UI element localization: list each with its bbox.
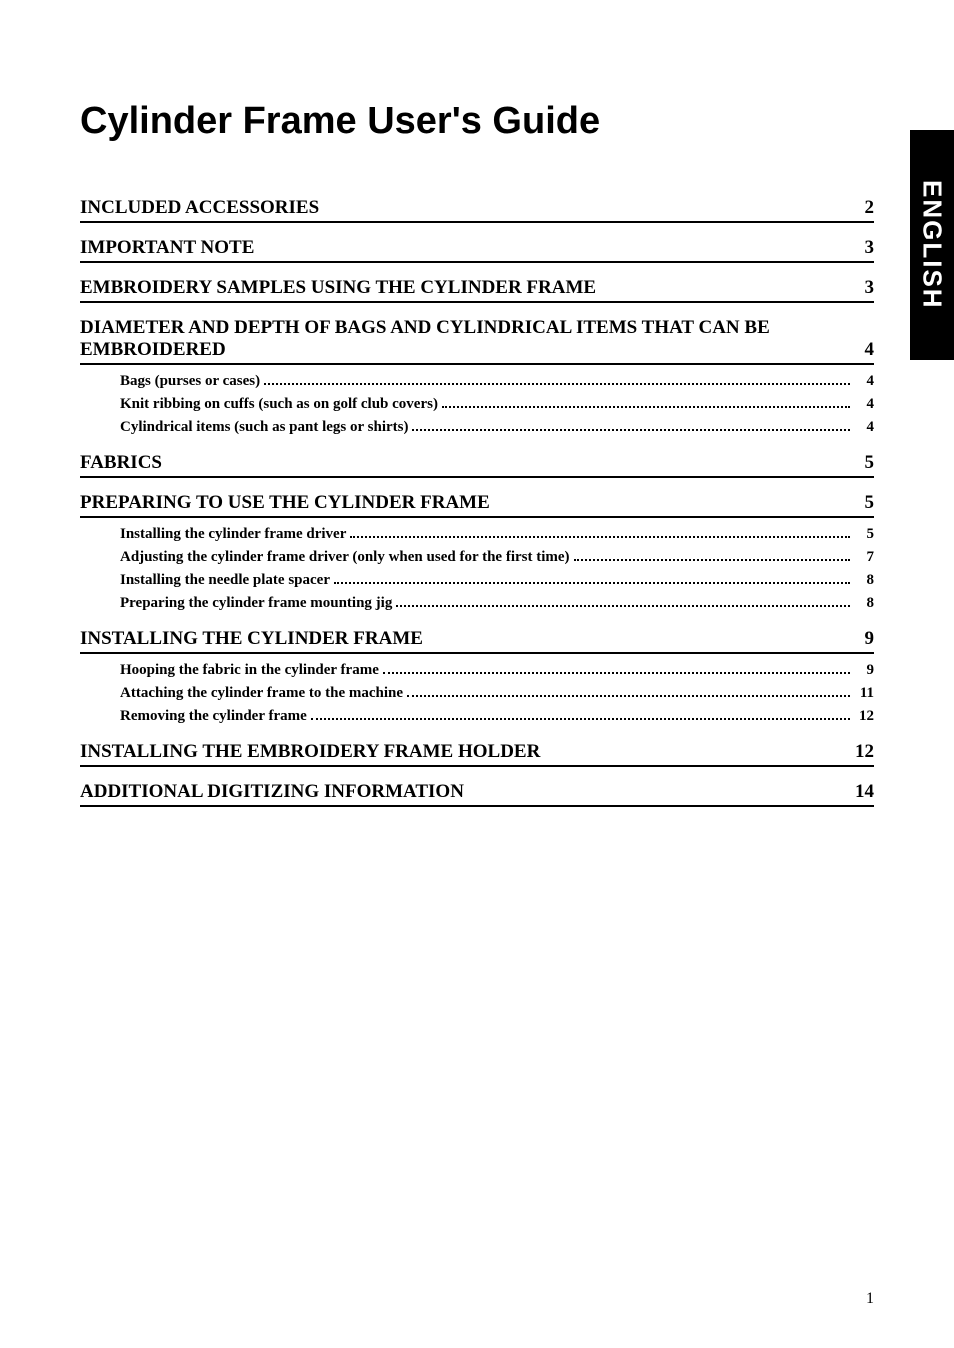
toc-section-page: 5 — [844, 452, 874, 474]
toc-leader-dots — [412, 429, 850, 431]
toc-sub-title: Removing the cylinder frame — [120, 708, 307, 725]
toc-section-title: INSTALLING THE EMBROIDERY FRAME HOLDER — [80, 741, 844, 763]
toc-sub-page: 7 — [854, 549, 874, 566]
toc-sub-page: 4 — [854, 419, 874, 436]
toc-section-page: 5 — [844, 492, 874, 514]
toc-sub-page: 4 — [854, 396, 874, 413]
toc-sub-item: Adjusting the cylinder frame driver (onl… — [80, 547, 874, 568]
toc-sub-page: 4 — [854, 373, 874, 390]
toc-section: INCLUDED ACCESSORIES 2 — [80, 193, 874, 223]
table-of-contents: INCLUDED ACCESSORIES 2 IMPORTANT NOTE 3 … — [80, 193, 874, 807]
toc-section: ADDITIONAL DIGITIZING INFORMATION 14 — [80, 777, 874, 807]
page-content: Cylinder Frame User's Guide INCLUDED ACC… — [0, 0, 954, 847]
toc-leader-dots — [383, 672, 850, 674]
toc-sub-title: Preparing the cylinder frame mounting ji… — [120, 595, 392, 612]
toc-sub-block: Bags (purses or cases) 4 Knit ribbing on… — [80, 371, 874, 438]
toc-sub-item: Preparing the cylinder frame mounting ji… — [80, 593, 874, 614]
toc-section: EMBROIDERY SAMPLES USING THE CYLINDER FR… — [80, 273, 874, 303]
toc-sub-title: Adjusting the cylinder frame driver (onl… — [120, 549, 570, 566]
toc-sub-page: 5 — [854, 526, 874, 543]
toc-section-title: ADDITIONAL DIGITIZING INFORMATION — [80, 781, 844, 803]
toc-section-title: FABRICS — [80, 452, 844, 474]
toc-sub-item: Hooping the fabric in the cylinder frame… — [80, 660, 874, 681]
toc-section: PREPARING TO USE THE CYLINDER FRAME 5 — [80, 488, 874, 518]
toc-leader-dots — [350, 536, 850, 538]
toc-section-page: 3 — [844, 277, 874, 299]
toc-sub-title: Hooping the fabric in the cylinder frame — [120, 662, 379, 679]
page-number: 1 — [866, 1290, 874, 1308]
document-title: Cylinder Frame User's Guide — [80, 100, 874, 143]
toc-sub-title: Installing the needle plate spacer — [120, 572, 330, 589]
toc-sub-page: 9 — [854, 662, 874, 679]
toc-section: DIAMETER AND DEPTH OF BAGS AND CYLINDRIC… — [80, 313, 874, 365]
toc-leader-dots — [442, 406, 850, 408]
toc-section-title: INCLUDED ACCESSORIES — [80, 197, 844, 219]
toc-section-page: 3 — [844, 237, 874, 259]
toc-sub-item: Installing the cylinder frame driver 5 — [80, 524, 874, 545]
toc-sub-page: 12 — [854, 708, 874, 725]
toc-section: INSTALLING THE EMBROIDERY FRAME HOLDER 1… — [80, 737, 874, 767]
toc-sub-item: Installing the needle plate spacer 8 — [80, 570, 874, 591]
toc-section-page: 2 — [844, 197, 874, 219]
toc-section-page: 4 — [844, 339, 874, 361]
toc-sub-item: Attaching the cylinder frame to the mach… — [80, 683, 874, 704]
toc-leader-dots — [574, 559, 850, 561]
toc-section-title: DIAMETER AND DEPTH OF BAGS AND CYLINDRIC… — [80, 317, 844, 361]
toc-section-title: EMBROIDERY SAMPLES USING THE CYLINDER FR… — [80, 277, 844, 299]
toc-sub-block: Installing the cylinder frame driver 5 A… — [80, 524, 874, 614]
toc-leader-dots — [264, 383, 850, 385]
toc-sub-title: Bags (purses or cases) — [120, 373, 260, 390]
toc-sub-item: Bags (purses or cases) 4 — [80, 371, 874, 392]
toc-sub-item: Cylindrical items (such as pant legs or … — [80, 417, 874, 438]
toc-sub-page: 11 — [854, 685, 874, 702]
toc-sub-title: Knit ribbing on cuffs (such as on golf c… — [120, 396, 438, 413]
toc-section-page: 12 — [844, 741, 874, 763]
toc-sub-title: Installing the cylinder frame driver — [120, 526, 346, 543]
toc-section-title: PREPARING TO USE THE CYLINDER FRAME — [80, 492, 844, 514]
toc-sub-page: 8 — [854, 595, 874, 612]
toc-section: IMPORTANT NOTE 3 — [80, 233, 874, 263]
toc-leader-dots — [311, 718, 850, 720]
toc-sub-title: Cylindrical items (such as pant legs or … — [120, 419, 408, 436]
toc-sub-item: Knit ribbing on cuffs (such as on golf c… — [80, 394, 874, 415]
toc-section: INSTALLING THE CYLINDER FRAME 9 — [80, 624, 874, 654]
toc-section-title: IMPORTANT NOTE — [80, 237, 844, 259]
toc-section-title: INSTALLING THE CYLINDER FRAME — [80, 628, 844, 650]
toc-section-page: 14 — [844, 781, 874, 803]
toc-section-page: 9 — [844, 628, 874, 650]
toc-leader-dots — [334, 582, 850, 584]
toc-section: FABRICS 5 — [80, 448, 874, 478]
toc-sub-page: 8 — [854, 572, 874, 589]
toc-sub-block: Hooping the fabric in the cylinder frame… — [80, 660, 874, 727]
toc-sub-title: Attaching the cylinder frame to the mach… — [120, 685, 403, 702]
toc-leader-dots — [396, 605, 850, 607]
toc-sub-item: Removing the cylinder frame 12 — [80, 706, 874, 727]
toc-leader-dots — [407, 695, 850, 697]
